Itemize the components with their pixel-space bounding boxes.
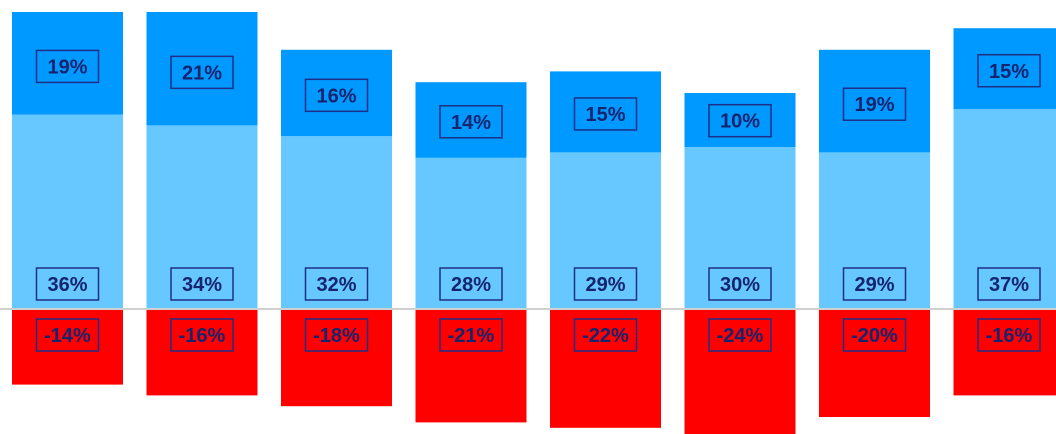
bar-5-negative-segment xyxy=(550,309,661,428)
data-label-6-top: 10% xyxy=(708,103,772,138)
data-label-7-bottom-box xyxy=(842,267,907,301)
data-label-8-top-text: 15% xyxy=(989,61,1029,83)
bar-2-bottom-segment xyxy=(146,125,258,310)
data-label-1-negative: -14% xyxy=(35,318,100,352)
data-label-6-top-box xyxy=(708,103,772,138)
bar-5-bottom-segment xyxy=(550,152,661,309)
data-label-8-top: 15% xyxy=(977,54,1041,88)
data-label-5-top-text: 15% xyxy=(585,104,625,126)
data-label-3-bottom-box xyxy=(304,267,369,301)
data-label-8-bottom-box xyxy=(977,267,1041,301)
data-label-3-top: 16% xyxy=(304,78,369,113)
data-label-1-bottom-box xyxy=(35,267,100,301)
data-label-5-top: 15% xyxy=(573,97,638,131)
bar-3-bottom-segment xyxy=(281,136,392,309)
data-label-7-negative-box xyxy=(842,318,907,352)
data-label-7-top: 19% xyxy=(842,87,907,121)
bar-1-negative-segment xyxy=(12,309,123,385)
data-label-6-bottom-box xyxy=(708,267,772,301)
bar-1-bottom-segment xyxy=(12,114,123,309)
data-label-4-top-text: 14% xyxy=(451,112,491,134)
data-label-8-bottom-text: 37% xyxy=(989,274,1029,296)
data-label-6-negative-text: -24% xyxy=(717,325,764,347)
data-label-5-negative-box xyxy=(573,318,638,352)
bar-6-negative-segment xyxy=(684,309,796,434)
data-label-3-negative-text: -18% xyxy=(313,325,360,347)
bar-7-top-segment xyxy=(819,49,930,153)
data-label-1-negative-box xyxy=(35,318,100,352)
data-label-3-top-box xyxy=(304,78,369,113)
data-label-7-bottom: 29% xyxy=(842,267,907,301)
data-label-8-negative-text: -16% xyxy=(986,325,1033,347)
data-label-8-bottom: 37% xyxy=(977,267,1041,301)
data-label-1-top-box xyxy=(35,49,100,84)
data-label-4-bottom: 28% xyxy=(439,267,503,301)
bar-6-bottom-segment xyxy=(684,147,796,309)
data-label-8-top-box xyxy=(977,54,1041,88)
bar-8-top-segment xyxy=(953,28,1056,110)
data-label-5-bottom: 29% xyxy=(573,267,638,301)
data-label-3-bottom: 32% xyxy=(304,267,369,301)
data-label-4-negative: -21% xyxy=(439,318,503,352)
data-label-2-bottom-text: 34% xyxy=(182,274,222,296)
data-label-2-negative-text: -16% xyxy=(179,325,226,347)
data-label-4-negative-box xyxy=(439,318,503,352)
data-label-8-negative-box xyxy=(977,318,1041,352)
bar-7-bottom-segment xyxy=(819,152,930,309)
bar-1-top-segment xyxy=(12,12,123,115)
bar-4-negative-segment xyxy=(415,309,527,423)
data-label-4-bottom-box xyxy=(439,267,503,301)
data-label-6-negative-box xyxy=(708,318,772,352)
data-label-2-top-text: 21% xyxy=(182,62,222,84)
data-label-3-top-text: 16% xyxy=(316,85,356,107)
data-label-6-top-text: 10% xyxy=(720,111,760,133)
data-label-2-negative-box xyxy=(170,318,234,352)
data-label-1-negative-text: -14% xyxy=(44,325,91,347)
bar-2-negative-segment xyxy=(146,309,258,396)
data-label-4-top-box xyxy=(439,105,503,139)
data-label-2-bottom: 34% xyxy=(170,267,234,301)
bar-3-negative-segment xyxy=(281,309,392,407)
data-label-1-bottom: 36% xyxy=(35,267,100,301)
bar-8-bottom-segment xyxy=(953,109,1056,309)
data-label-3-bottom-text: 32% xyxy=(316,274,356,296)
bars-layer xyxy=(12,12,1056,434)
data-label-2-top-box xyxy=(170,55,234,90)
data-label-3-negative: -18% xyxy=(304,318,369,352)
data-label-4-negative-text: -21% xyxy=(448,325,495,347)
data-label-7-top-box xyxy=(842,87,907,121)
data-label-5-negative: -22% xyxy=(573,318,638,352)
data-label-6-bottom-text: 30% xyxy=(720,274,760,296)
data-label-8-negative: -16% xyxy=(977,318,1041,352)
data-label-2-negative: -16% xyxy=(170,318,234,352)
data-label-1-top: 19% xyxy=(35,49,100,84)
data-label-2-bottom-box xyxy=(170,267,234,301)
data-label-2-top: 21% xyxy=(170,55,234,90)
bar-4-bottom-segment xyxy=(415,157,527,309)
bar-8-negative-segment xyxy=(953,309,1056,396)
data-label-5-bottom-text: 29% xyxy=(585,274,625,296)
bar-4-top-segment xyxy=(415,82,527,158)
bar-5-top-segment xyxy=(550,71,661,153)
data-label-4-bottom-text: 28% xyxy=(451,274,491,296)
data-label-7-top-text: 19% xyxy=(854,94,894,116)
data-label-6-negative: -24% xyxy=(708,318,772,352)
data-label-5-top-box xyxy=(573,97,638,131)
data-label-7-negative: -20% xyxy=(842,318,907,352)
data-label-7-negative-text: -20% xyxy=(851,325,898,347)
bar-6-top-segment xyxy=(684,93,796,147)
data-label-3-negative-box xyxy=(304,318,369,352)
bar-7-negative-segment xyxy=(819,309,930,417)
data-label-5-bottom-box xyxy=(573,267,638,301)
bar-2-top-segment xyxy=(146,12,258,126)
data-label-1-top-text: 19% xyxy=(47,56,87,78)
data-label-7-bottom-text: 29% xyxy=(854,274,894,296)
bar-3-top-segment xyxy=(281,49,392,137)
data-label-1-bottom-text: 36% xyxy=(47,274,87,296)
labels-layer: 36% 19% -14% 34% 21% -16% 32% 16% -18% 28% 14% -21%… xyxy=(35,49,1041,352)
data-label-5-negative-text: -22% xyxy=(582,325,629,347)
data-label-6-bottom: 30% xyxy=(708,267,772,301)
data-label-4-top: 14% xyxy=(439,105,503,139)
